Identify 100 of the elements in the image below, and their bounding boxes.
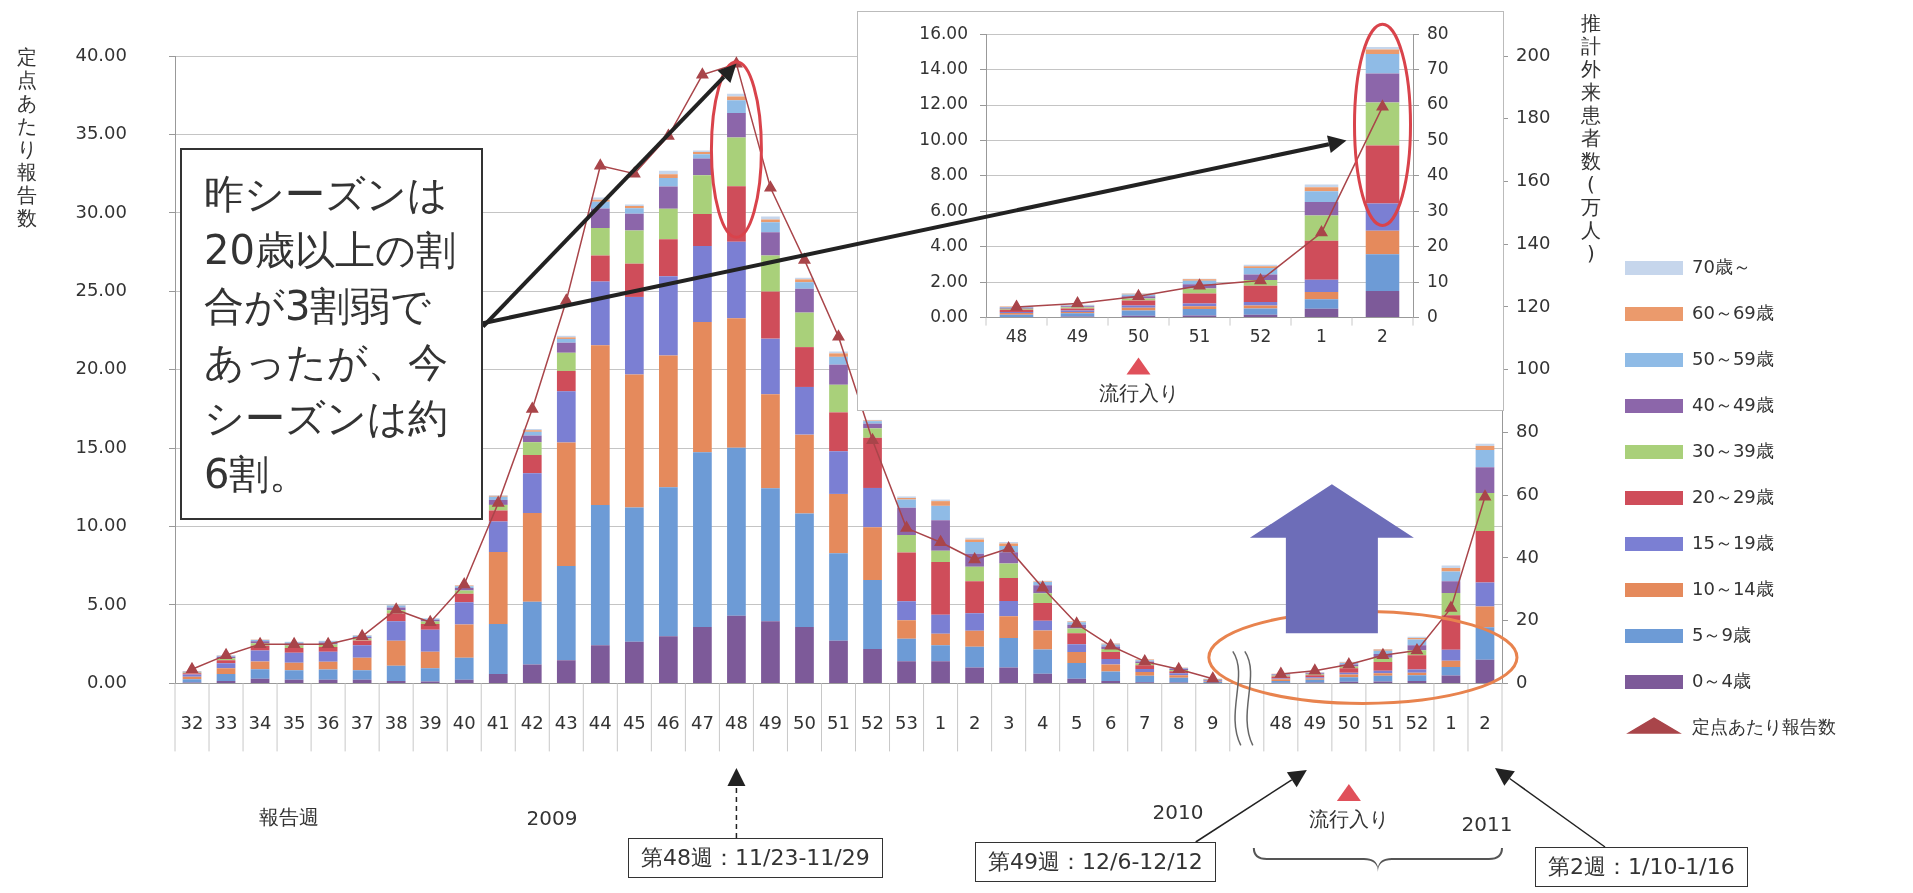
x-tick-label: 4 <box>1036 711 1049 733</box>
text: 2009 <box>526 806 578 830</box>
x-tick-label: 1 <box>1316 326 1327 347</box>
x-tick-label: 48 <box>724 711 748 733</box>
annotation: 流行入り <box>1098 379 1179 407</box>
x-tick-label: 32 <box>180 711 204 733</box>
x-tick-label: 52 <box>861 711 884 733</box>
y-tick-label: 25.00 <box>75 278 127 300</box>
x-tick-label: 50 <box>1127 326 1150 347</box>
x-tick-label: 6 <box>1104 711 1117 733</box>
y2-tick-label: 160 <box>1516 169 1551 191</box>
x-tick-label: 44 <box>588 711 612 733</box>
x-tick-label: 50 <box>1337 711 1361 733</box>
text: 2010 <box>1152 800 1204 824</box>
legend-label: 40～49歳 <box>1692 393 1774 415</box>
x-tick-label: 51 <box>827 711 850 733</box>
y2-tick-label: 60 <box>1516 482 1539 504</box>
y-tick-label: 10.00 <box>919 128 968 149</box>
text: 2011 <box>1461 812 1513 836</box>
y2-tick-label: 40 <box>1427 164 1449 185</box>
legend-label: 20～29歳 <box>1692 485 1774 507</box>
y2-tick-label: 30 <box>1427 199 1449 220</box>
x-tick-label: 52 <box>1249 326 1272 347</box>
legend-label: 0～4歳 <box>1692 669 1751 691</box>
y2-tick-label: 80 <box>1427 22 1449 43</box>
x-tick-label: 52 <box>1405 711 1429 733</box>
y-tick-label: 5.00 <box>86 592 127 614</box>
x-tick-label: 51 <box>1371 711 1395 733</box>
legend-label: 10～14歳 <box>1692 577 1774 599</box>
y-tick-label: 8.00 <box>930 164 968 185</box>
x-tick-label: 46 <box>656 711 680 733</box>
x-tick-label: 51 <box>1188 326 1211 347</box>
legend-label: 70歳～ <box>1692 255 1751 277</box>
x-tick-label: 53 <box>895 711 918 733</box>
y-tick-label: 16.00 <box>919 22 968 43</box>
y2-tick-label: 180 <box>1516 106 1551 128</box>
y2-tick-label: 50 <box>1427 128 1449 149</box>
y2-tick-label: 20 <box>1427 235 1449 256</box>
text: 流行入り <box>1308 806 1389 833</box>
x-tick-label: 47 <box>690 711 714 733</box>
y-tick-label: 0.00 <box>86 671 127 693</box>
x-tick-label: 8 <box>1173 711 1185 733</box>
x-tick-label: 43 <box>554 711 578 733</box>
y2-tick-label: 10 <box>1427 270 1449 291</box>
x-tick-label: 40 <box>452 711 476 733</box>
y-tick-label: 35.00 <box>75 122 127 144</box>
x-tick-label: 34 <box>248 711 272 733</box>
x-tick-label: 37 <box>350 711 374 733</box>
y2-tick-label: 200 <box>1516 43 1551 65</box>
y2-tick-label: 100 <box>1516 357 1551 379</box>
x-tick-label: 39 <box>418 711 442 733</box>
y-tick-label: 40.00 <box>75 43 127 65</box>
y2-tick-label: 40 <box>1516 545 1539 567</box>
x-tick-label: 38 <box>384 711 408 733</box>
x-tick-label: 42 <box>520 711 544 733</box>
y2-tick-label: 120 <box>1516 294 1551 316</box>
legend-label: 30～39歳 <box>1692 439 1774 461</box>
y-axis-title: 定点あたり報告数 <box>16 45 38 230</box>
x-tick-label: 48 <box>1269 711 1293 733</box>
legend-label: 50～59歳 <box>1692 347 1774 369</box>
x-tick-label: 35 <box>282 711 306 733</box>
x-tick-label: 1 <box>1445 711 1457 733</box>
x-tick-label: 45 <box>622 711 646 733</box>
y-tick-label: 0.00 <box>930 306 968 327</box>
y-tick-label: 12.00 <box>919 93 968 114</box>
x-tick-label: 41 <box>486 711 510 733</box>
y-tick-label: 10.00 <box>75 514 127 536</box>
x-tick-label: 5 <box>1070 711 1083 733</box>
x-tick-label: 48 <box>1005 326 1028 347</box>
annotation: 昨シーズンは20歳以上の割合が3割弱であったが、今シーズンは約6割。 <box>180 148 483 520</box>
x-tick-label: 36 <box>316 711 340 733</box>
y-tick-label: 15.00 <box>75 435 127 457</box>
x-tick-label: 7 <box>1139 711 1151 733</box>
x-tick-label: 9 <box>1207 711 1219 733</box>
x-tick-label: 2 <box>968 711 981 733</box>
x-tick-label: 33 <box>214 711 238 733</box>
y-tick-label: 6.00 <box>930 199 968 220</box>
y-tick-label: 2.00 <box>930 270 968 291</box>
x-tick-label: 2 <box>1479 711 1491 733</box>
text: 第48週：11/23-11/29 <box>628 838 883 878</box>
x-tick-label: 50 <box>793 711 816 733</box>
x-tick-label: 3 <box>1002 711 1015 733</box>
x-tick-label: 49 <box>759 711 782 733</box>
y2-tick-label: 70 <box>1427 58 1449 79</box>
y2-tick-label: 0 <box>1516 671 1528 693</box>
y2-tick-label: 20 <box>1516 608 1539 630</box>
y-tick-label: 4.00 <box>930 235 968 256</box>
text: 推計外来患者数(万人) <box>1581 11 1601 265</box>
x-tick-label: 49 <box>1066 326 1089 347</box>
y2-tick-label: 140 <box>1516 231 1551 253</box>
x-tick-label: 1 <box>934 711 947 733</box>
y2-tick-label: 0 <box>1427 306 1438 327</box>
y2-tick-label: 60 <box>1427 93 1449 114</box>
legend-label: 定点あたり報告数 <box>1692 715 1836 737</box>
legend-label: 5～9歳 <box>1692 623 1751 645</box>
x-tick-label: 2 <box>1377 326 1388 347</box>
text: 第2週：1/10-1/16 <box>1535 847 1748 887</box>
x-axis-title: 報告週 <box>259 804 320 831</box>
legend-label: 15～19歳 <box>1692 531 1774 553</box>
legend-label: 60～69歳 <box>1692 301 1774 323</box>
